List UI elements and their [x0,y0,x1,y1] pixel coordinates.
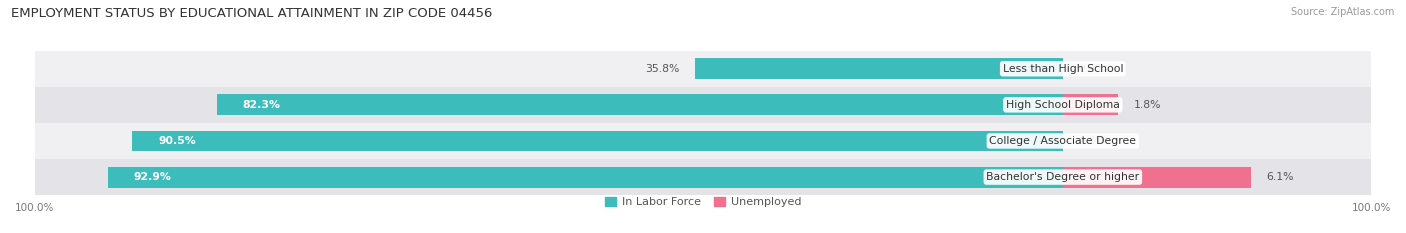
Text: College / Associate Degree: College / Associate Degree [990,136,1136,146]
Text: 0.0%: 0.0% [1078,136,1107,146]
Bar [35,123,1371,159]
Text: 82.3%: 82.3% [242,100,280,110]
Bar [132,130,1063,151]
Text: 1.8%: 1.8% [1133,100,1161,110]
Bar [695,58,1063,79]
Text: High School Diploma: High School Diploma [1005,100,1119,110]
Text: 0.0%: 0.0% [1078,64,1107,74]
Text: EMPLOYMENT STATUS BY EDUCATIONAL ATTAINMENT IN ZIP CODE 04456: EMPLOYMENT STATUS BY EDUCATIONAL ATTAINM… [11,7,492,20]
Text: Less than High School: Less than High School [1002,64,1123,74]
Bar [1063,94,1118,115]
Text: 92.9%: 92.9% [134,172,172,182]
Text: Source: ZipAtlas.com: Source: ZipAtlas.com [1291,7,1395,17]
Bar [35,51,1371,87]
Legend: In Labor Force, Unemployed: In Labor Force, Unemployed [605,197,801,207]
Bar [108,167,1063,188]
Text: Bachelor's Degree or higher: Bachelor's Degree or higher [986,172,1139,182]
Bar [1063,167,1251,188]
Text: 35.8%: 35.8% [645,64,679,74]
Bar [35,159,1371,195]
Bar [35,87,1371,123]
Text: 6.1%: 6.1% [1267,172,1294,182]
Bar [217,94,1063,115]
Text: 90.5%: 90.5% [157,136,195,146]
